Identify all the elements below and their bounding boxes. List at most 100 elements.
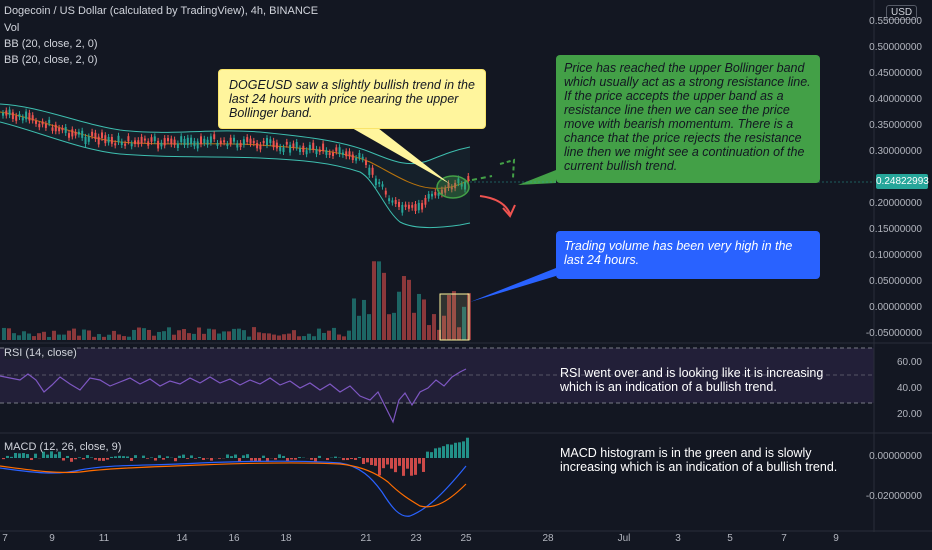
bb-legend-1[interactable]: BB (20, close, 2, 0)	[4, 38, 98, 50]
macd-histogram-bar	[82, 458, 85, 460]
currency-badge[interactable]: USD	[886, 5, 918, 20]
volume-bar	[232, 328, 236, 340]
candle-body	[38, 123, 41, 128]
candle-body	[421, 203, 424, 210]
macd-histogram-bar	[50, 451, 53, 458]
macd-histogram-bar	[66, 455, 69, 458]
candle-body	[312, 142, 315, 150]
volume-bar	[152, 335, 156, 340]
volume-bar	[262, 333, 266, 340]
macd-histogram-bar	[318, 455, 321, 458]
candle-body	[335, 147, 338, 152]
time-axis-label: 3	[675, 533, 681, 544]
macd-histogram-bar	[126, 456, 129, 458]
green-callout-pointer	[518, 170, 556, 185]
macd-histogram-bar	[230, 456, 233, 458]
bb-legend-2[interactable]: BB (20, close, 2, 0)	[4, 54, 98, 66]
yellow-note[interactable]: DOGEUSD saw a slightly bullish trend in …	[218, 69, 486, 129]
volume-bar	[447, 295, 451, 340]
time-axis-label: 25	[460, 533, 472, 544]
rsi-note[interactable]: RSI went over and is looking like it is …	[560, 366, 824, 394]
macd-histogram-bar	[114, 456, 117, 458]
candle-body	[411, 205, 414, 208]
candle-body	[21, 117, 24, 121]
macd-histogram-bar	[390, 458, 393, 469]
time-axis-label: 5	[727, 533, 733, 544]
candle-body	[305, 150, 308, 155]
bullish-dashed-arrow[interactable]	[471, 175, 493, 181]
volume-bar	[357, 315, 361, 340]
candle-body	[348, 151, 351, 157]
symbol-title[interactable]: Dogecoin / US Dollar (calculated by Trad…	[4, 5, 319, 17]
macd-legend[interactable]: MACD (12, 26, close, 9)	[4, 441, 122, 453]
volume-bar	[362, 299, 366, 340]
macd-histogram-bar	[10, 456, 13, 458]
candle-body	[94, 132, 97, 139]
macd-histogram-bar	[254, 458, 257, 462]
macd-note[interactable]: MACD histogram is in the green and is sl…	[560, 446, 838, 474]
rsi-tick-60: 60.00	[896, 357, 922, 368]
candle-body	[153, 136, 156, 142]
volume-bar	[382, 272, 386, 340]
price-tick: 0.20000000	[869, 198, 922, 209]
volume-bar	[82, 329, 86, 340]
candle-body	[206, 139, 209, 145]
candle-body	[279, 146, 282, 152]
candle-body	[457, 178, 460, 184]
volume-highlight-box[interactable]	[439, 293, 470, 341]
blue-note[interactable]: Trading volume has been very high in the…	[556, 231, 820, 279]
macd-histogram-bar	[122, 456, 125, 458]
volume-bar	[297, 336, 301, 340]
last-price-label: 0.24822993	[876, 174, 929, 189]
candle-body	[285, 141, 288, 145]
candle-body	[150, 137, 153, 142]
candle-body	[167, 138, 169, 142]
volume-bar	[62, 334, 66, 340]
volume-bar	[142, 328, 146, 340]
macd-histogram-bar	[406, 458, 409, 469]
green-note[interactable]: Price has reached the upper Bollinger ba…	[556, 55, 820, 183]
candle-body	[322, 143, 325, 152]
macd-histogram-bar	[202, 458, 205, 460]
candle-body	[120, 141, 123, 145]
time-axis-label: Jul	[617, 533, 631, 544]
candle-body	[299, 148, 301, 153]
price-tick: 0.45000000	[869, 68, 922, 79]
candle-body	[398, 201, 400, 207]
candle-body	[233, 137, 235, 142]
candle-body	[368, 167, 371, 175]
bearish-curved-arrow[interactable]	[479, 195, 511, 215]
volume-bar	[287, 333, 291, 340]
macd-histogram-bar	[218, 458, 221, 459]
volume-bar	[332, 327, 336, 340]
candle-body	[170, 138, 173, 145]
highlight-ellipse[interactable]	[436, 175, 470, 199]
rsi-legend[interactable]: RSI (14, close)	[4, 347, 77, 359]
macd-histogram-bar	[250, 458, 253, 461]
macd-tick-neg: -0.02000000	[865, 491, 922, 502]
price-tick: 0.55000000	[869, 16, 922, 27]
volume-bar	[57, 334, 61, 340]
volume-legend[interactable]: Vol	[4, 22, 20, 34]
time-axis-label: 16	[228, 533, 240, 544]
volume-bar	[337, 334, 341, 340]
time-axis-label: 9	[49, 533, 55, 544]
macd-histogram-bar	[142, 455, 145, 458]
candle-body	[341, 152, 344, 155]
bb-upper-band	[0, 103, 471, 165]
candle-body	[104, 135, 107, 144]
candle-body	[262, 140, 265, 144]
macd-histogram-bar	[154, 458, 157, 461]
volume-bar	[197, 327, 201, 340]
macd-histogram-bar	[362, 458, 365, 464]
candle-body	[180, 136, 183, 143]
candle-body	[41, 121, 44, 125]
price-tick: 0.50000000	[869, 42, 922, 53]
candle-body	[328, 152, 331, 156]
candle-body	[130, 143, 133, 147]
candle-body	[292, 143, 295, 148]
macd-histogram-bar	[374, 458, 377, 466]
volume-bar	[217, 333, 221, 340]
candle-body	[371, 167, 374, 175]
